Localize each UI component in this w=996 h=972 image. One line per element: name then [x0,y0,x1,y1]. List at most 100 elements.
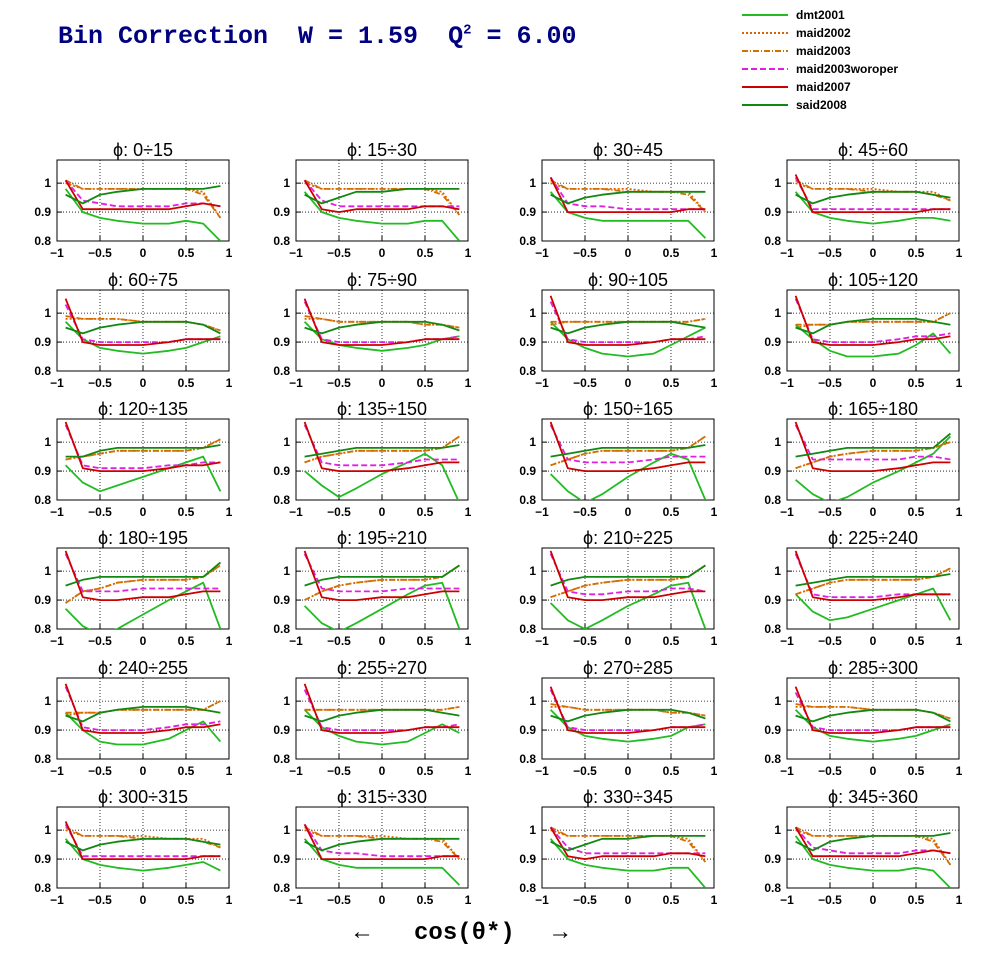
x-tick-label: 1 [465,376,472,390]
x-tick-label: 1 [956,246,963,260]
y-tick-label: 1 [44,435,51,449]
series-line-maid2007 [303,421,460,473]
y-tick-label: 1 [774,176,781,190]
x-tick-label: −1 [289,376,303,390]
series-line-dmt2001 [64,838,221,872]
series-line-said2008 [304,837,460,852]
panel-title: ϕ: 300÷315 [98,787,188,807]
x-tick-label: 1 [465,505,472,519]
x-tick-label: 0 [140,893,147,907]
x-tick-label: 1 [226,893,233,907]
series-line-maid2003 [795,441,951,470]
y-tick-label: 0.9 [764,205,781,219]
series-line-maid2003woroper [64,686,221,731]
x-tick-label: 0.5 [178,634,195,648]
y-tick-label: 0.8 [764,622,781,636]
x-tick-label: 0.5 [663,634,680,648]
y-tick-label: 0.8 [34,493,51,507]
title-suffix: = 6.00 [471,22,577,51]
y-tick-label: 1 [529,435,536,449]
y-tick-label: 1 [529,564,536,578]
series-line-dmt2001 [64,581,222,629]
y-tick-label: 0.9 [519,723,536,737]
x-tick-label: −1 [535,893,549,907]
x-tick-label: −1 [289,505,303,519]
x-tick-label: 1 [956,764,963,778]
panel-frame [541,806,715,889]
x-tick-label: 0 [870,893,877,907]
x-tick-label: −1 [50,376,64,390]
y-tick-label: 0.8 [519,234,536,248]
series-line-said2008 [65,837,221,852]
x-tick-label: −0.5 [88,376,112,390]
series-line-maid2007 [64,821,221,860]
x-tick-label: −1 [535,376,549,390]
y-tick-label: 0.9 [273,205,290,219]
x-tick-label: −1 [780,246,794,260]
y-tick-label: 0.9 [764,852,781,866]
series-line-said2008 [795,432,951,458]
panel-title: ϕ: 45÷60 [838,140,908,160]
x-tick-label: −1 [535,246,549,260]
series-line-dmt2001 [549,838,707,888]
x-tick-label: −1 [50,246,64,260]
x-tick-label: −0.5 [327,634,351,648]
y-tick-label: 0.8 [34,752,51,766]
series-line-maid2002 [65,829,221,849]
series-line-dmt2001 [303,581,461,629]
y-tick-label: 0.9 [764,723,781,737]
panel-title: ϕ: 210÷225 [583,528,673,548]
panel-frame [541,677,715,760]
x-tick-label: 1 [711,246,718,260]
panel: −1 −0.5 0 0.5 1 0.8 0.9 1 ϕ: 90÷105 [519,270,717,390]
y-tick-label: 1 [774,435,781,449]
series-line-maid2007 [549,177,706,214]
x-tick-label: 1 [226,634,233,648]
series-line-maid2003woroper [303,823,460,858]
panel-title: ϕ: 240÷255 [98,658,188,678]
y-tick-label: 0.8 [273,364,290,378]
x-tick-label: 0.5 [178,246,195,260]
series-line-maid2007 [549,826,706,860]
title-prefix: Bin Correction W = 1.59 Q [58,22,464,51]
series-line-said2008 [550,708,706,723]
panel-title: ϕ: 105÷120 [828,270,918,290]
series-line-said2008 [304,320,460,335]
x-tick-label: −0.5 [327,893,351,907]
series-line-maid2003woroper [549,424,706,464]
series-line-maid2007 [64,683,221,734]
panel: −1 −0.5 0 0.5 1 0.8 0.9 1 ϕ: 300÷315 [34,787,232,907]
series-line-said2008 [304,708,460,723]
y-tick-label: 0.8 [34,622,51,636]
x-tick-label: −1 [289,634,303,648]
x-tick-label: −0.5 [88,764,112,778]
y-tick-label: 0.9 [519,464,536,478]
y-tick-label: 1 [44,564,51,578]
series-line-maid2007 [794,295,951,346]
x-tick-label: −0.5 [818,376,842,390]
series-line-said2008 [795,317,951,335]
x-tick-label: 0 [140,764,147,778]
series-line-maid2003woroper [64,823,221,858]
x-tick-label: 1 [226,246,233,260]
legend: dmt2001 maid2002 maid2003 maid2003woroper ma… [740,6,898,114]
series-line-dmt2001 [303,191,461,241]
x-tick-label: −0.5 [88,505,112,519]
panel-frame [786,159,960,242]
y-tick-label: 1 [44,176,51,190]
x-tick-label: 0.5 [663,893,680,907]
series-line-said2008 [65,561,221,587]
x-tick-label: 1 [465,764,472,778]
y-tick-label: 0.9 [519,852,536,866]
series-line-maid2003 [795,567,951,596]
legend-label: maid2003woroper [796,62,899,76]
y-tick-label: 0.8 [519,622,536,636]
y-tick-label: 0.9 [34,852,51,866]
legend-swatch [742,104,788,106]
y-tick-label: 1 [44,306,51,320]
panel-title: ϕ: 315÷330 [337,787,427,807]
panel-title: ϕ: 345÷360 [828,787,918,807]
panel-title: ϕ: 270÷285 [583,658,673,678]
x-tick-label: 0.5 [417,246,434,260]
panel: −1 −0.5 0 0.5 1 0.8 0.9 1 ϕ: 210÷225 [519,528,717,648]
